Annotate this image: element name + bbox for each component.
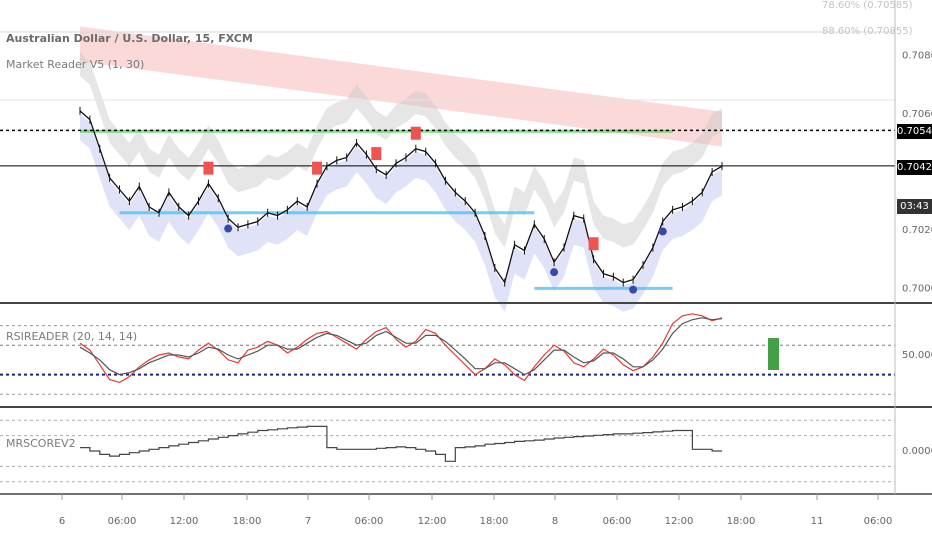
price-tick-label: 0.70200 xyxy=(902,225,932,236)
rsi-panel xyxy=(0,313,895,395)
indicator-name: MRSCOREV2 xyxy=(6,437,76,450)
sell-marker xyxy=(410,126,421,140)
price-tag-current: 0.70421 xyxy=(897,160,932,175)
score-tick-label: 0.0000 xyxy=(902,446,932,457)
price-tick-label: 0.70600 xyxy=(902,109,932,120)
rsi-tick-label: 50.0000 xyxy=(902,350,932,361)
sell-marker xyxy=(371,147,382,161)
x-tick-label: 8 xyxy=(552,516,558,527)
legend-mr-score[interactable]: MRSCOREV2 xyxy=(6,437,76,450)
x-tick-label: 12:00 xyxy=(170,516,199,527)
indicator-name: RSIREADER (20, 14, 14) xyxy=(6,330,138,343)
legend-market-reader[interactable]: Market Reader V5 (1, 30) xyxy=(6,58,144,71)
rsi-series-rsi xyxy=(79,313,723,384)
buy-marker xyxy=(224,224,233,233)
x-tick-label: 6 xyxy=(59,516,65,527)
price-series xyxy=(79,106,723,287)
score-panel xyxy=(0,419,895,483)
indicator-name: Market Reader V5 (1, 30) xyxy=(6,58,145,71)
x-tick-label: 7 xyxy=(305,516,311,527)
resistance-band xyxy=(80,26,722,147)
price-tick-label: 0.70800 xyxy=(902,51,932,62)
countdown-tag: 03:43 xyxy=(897,199,932,214)
rsi-series-signal xyxy=(79,317,723,376)
range-band xyxy=(80,52,722,248)
x-tick-label: 06:00 xyxy=(864,516,893,527)
rsi-signal-box xyxy=(768,338,779,370)
fib-label-2: 88.60% (0.70855) xyxy=(822,26,913,37)
buy-marker xyxy=(629,285,638,294)
symbol-title: Australian Dollar / U.S. Dollar, 15, FXC… xyxy=(6,32,253,45)
legend-rsi-reader[interactable]: RSIREADER (20, 14, 14) xyxy=(6,330,137,343)
signal-markers xyxy=(203,126,667,294)
x-tick-label: 06:00 xyxy=(603,516,632,527)
x-tick-label: 18:00 xyxy=(480,516,509,527)
sell-marker xyxy=(588,237,599,251)
axes: 0.708000.706000.704000.702000.7000050.00… xyxy=(0,0,932,527)
sell-marker xyxy=(203,161,214,175)
x-tick-label: 12:00 xyxy=(418,516,447,527)
price-tick-label: 0.70000 xyxy=(902,283,932,294)
score-line xyxy=(80,425,722,462)
x-tick-label: 12:00 xyxy=(665,516,694,527)
x-tick-label: 11 xyxy=(811,516,824,527)
x-tick-label: 06:00 xyxy=(355,516,384,527)
x-tick-label: 18:00 xyxy=(727,516,756,527)
price-tag-upper: 0.70543 xyxy=(897,124,932,139)
x-tick-label: 18:00 xyxy=(233,516,262,527)
indicator-bands xyxy=(80,26,722,312)
price-line xyxy=(79,110,723,285)
sell-marker xyxy=(312,161,323,175)
buy-marker xyxy=(550,268,559,277)
legend-symbol[interactable]: Australian Dollar / U.S. Dollar, 15, FXC… xyxy=(6,32,253,45)
x-tick-label: 06:00 xyxy=(108,516,137,527)
fib-label-1: 78.60% (0.70585) xyxy=(822,0,913,11)
grid-lines xyxy=(0,31,895,101)
buy-marker xyxy=(658,227,667,236)
support-band xyxy=(80,113,722,312)
